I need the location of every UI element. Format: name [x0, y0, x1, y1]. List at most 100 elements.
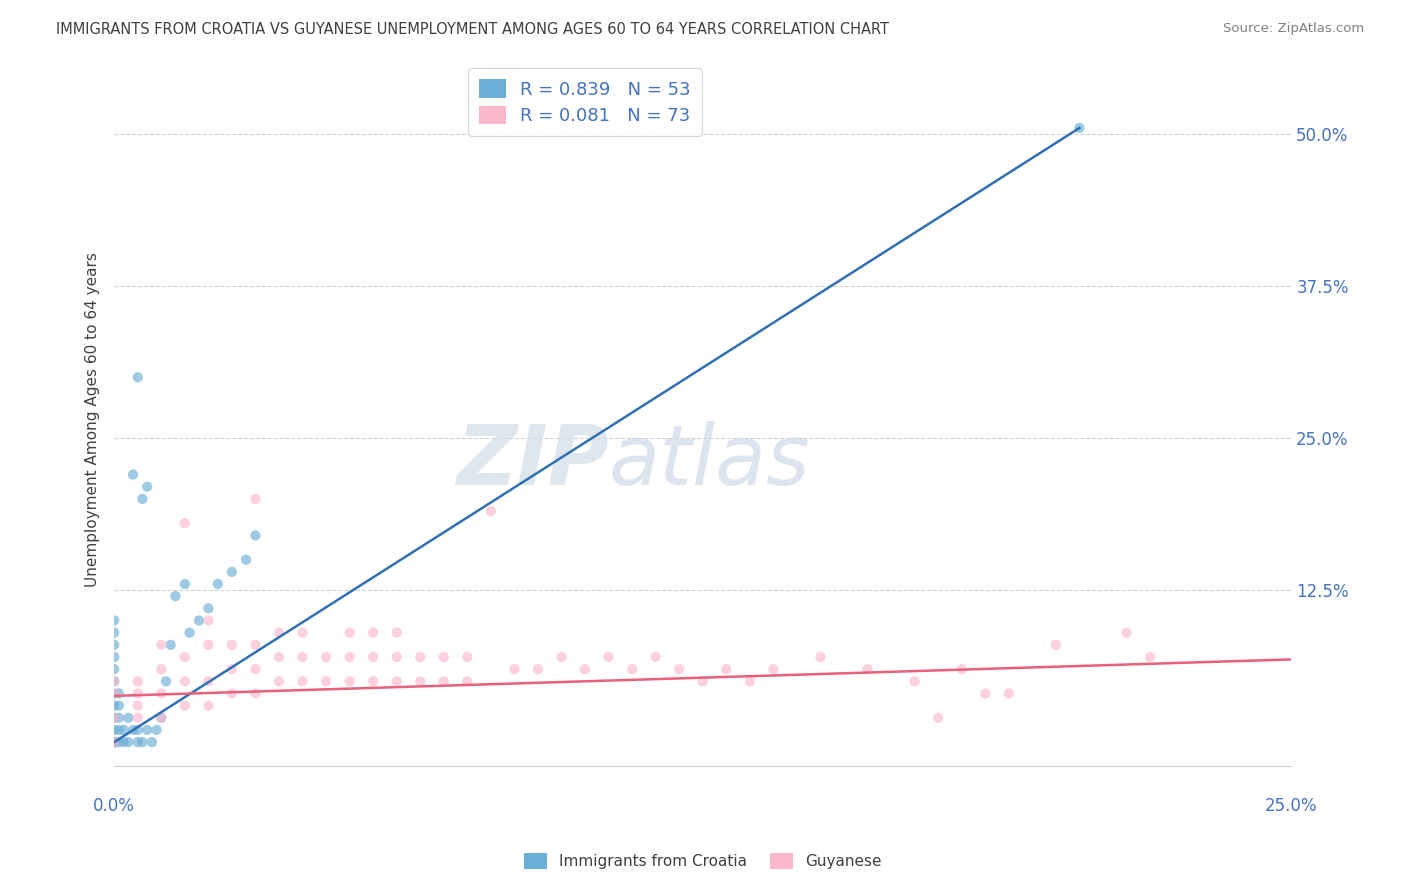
- Point: [131, 735, 153, 749]
- Point: [173, 674, 195, 689]
- Point: [762, 662, 785, 676]
- Point: [1045, 638, 1067, 652]
- Point: [103, 638, 125, 652]
- Point: [103, 735, 125, 749]
- Point: [245, 686, 267, 700]
- Point: [103, 723, 125, 737]
- Point: [621, 662, 644, 676]
- Point: [103, 698, 125, 713]
- Point: [136, 480, 159, 494]
- Point: [998, 686, 1021, 700]
- Point: [197, 698, 219, 713]
- Point: [173, 650, 195, 665]
- Legend: Immigrants from Croatia, Guyanese: Immigrants from Croatia, Guyanese: [517, 847, 889, 875]
- Point: [197, 601, 219, 615]
- Point: [131, 491, 153, 506]
- Point: [145, 723, 167, 737]
- Point: [550, 650, 572, 665]
- Point: [1069, 120, 1091, 135]
- Point: [197, 674, 219, 689]
- Point: [361, 674, 384, 689]
- Point: [409, 650, 432, 665]
- Point: [141, 735, 163, 749]
- Point: [122, 467, 145, 482]
- Point: [315, 674, 337, 689]
- Point: [339, 674, 361, 689]
- Point: [127, 698, 149, 713]
- Point: [103, 735, 125, 749]
- Point: [267, 650, 290, 665]
- Point: [108, 686, 131, 700]
- Point: [291, 674, 314, 689]
- Point: [108, 735, 131, 749]
- Point: [385, 650, 408, 665]
- Point: [127, 674, 149, 689]
- Point: [150, 711, 173, 725]
- Point: [127, 711, 149, 725]
- Point: [1139, 650, 1161, 665]
- Point: [127, 686, 149, 700]
- Point: [150, 662, 173, 676]
- Point: [950, 662, 973, 676]
- Point: [315, 650, 337, 665]
- Point: [103, 735, 125, 749]
- Point: [927, 711, 949, 725]
- Point: [108, 723, 131, 737]
- Point: [127, 370, 149, 384]
- Legend: R = 0.839   N = 53, R = 0.081   N = 73: R = 0.839 N = 53, R = 0.081 N = 73: [468, 69, 702, 136]
- Point: [904, 674, 927, 689]
- Point: [339, 650, 361, 665]
- Point: [433, 650, 456, 665]
- Point: [159, 638, 181, 652]
- Point: [361, 625, 384, 640]
- Point: [103, 735, 125, 749]
- Point: [974, 686, 997, 700]
- Point: [433, 674, 456, 689]
- Point: [150, 638, 173, 652]
- Point: [103, 650, 125, 665]
- Point: [108, 698, 131, 713]
- Point: [197, 638, 219, 652]
- Point: [103, 711, 125, 725]
- Point: [187, 614, 209, 628]
- Point: [103, 711, 125, 725]
- Point: [103, 735, 125, 749]
- Point: [339, 625, 361, 640]
- Point: [361, 650, 384, 665]
- Point: [527, 662, 550, 676]
- Point: [173, 577, 195, 591]
- Point: [291, 650, 314, 665]
- Text: 0.0%: 0.0%: [93, 797, 135, 814]
- Text: atlas: atlas: [609, 421, 810, 502]
- Point: [103, 625, 125, 640]
- Point: [103, 735, 125, 749]
- Point: [598, 650, 620, 665]
- Point: [112, 723, 135, 737]
- Point: [1115, 625, 1137, 640]
- Point: [179, 625, 201, 640]
- Point: [738, 674, 761, 689]
- Point: [103, 735, 125, 749]
- Point: [235, 552, 257, 566]
- Point: [245, 528, 267, 542]
- Point: [245, 662, 267, 676]
- Point: [103, 686, 125, 700]
- Text: IMMIGRANTS FROM CROATIA VS GUYANESE UNEMPLOYMENT AMONG AGES 60 TO 64 YEARS CORRE: IMMIGRANTS FROM CROATIA VS GUYANESE UNEM…: [56, 22, 889, 37]
- Point: [155, 674, 177, 689]
- Point: [136, 723, 159, 737]
- Point: [150, 711, 173, 725]
- Point: [150, 686, 173, 700]
- Point: [409, 674, 432, 689]
- Point: [456, 650, 478, 665]
- Point: [291, 625, 314, 640]
- Point: [103, 735, 125, 749]
- Point: [127, 723, 149, 737]
- Y-axis label: Unemployment Among Ages 60 to 64 years: Unemployment Among Ages 60 to 64 years: [86, 252, 100, 587]
- Point: [385, 625, 408, 640]
- Point: [165, 589, 187, 603]
- Point: [856, 662, 879, 676]
- Point: [108, 711, 131, 725]
- Point: [173, 698, 195, 713]
- Point: [221, 662, 243, 676]
- Point: [479, 504, 502, 518]
